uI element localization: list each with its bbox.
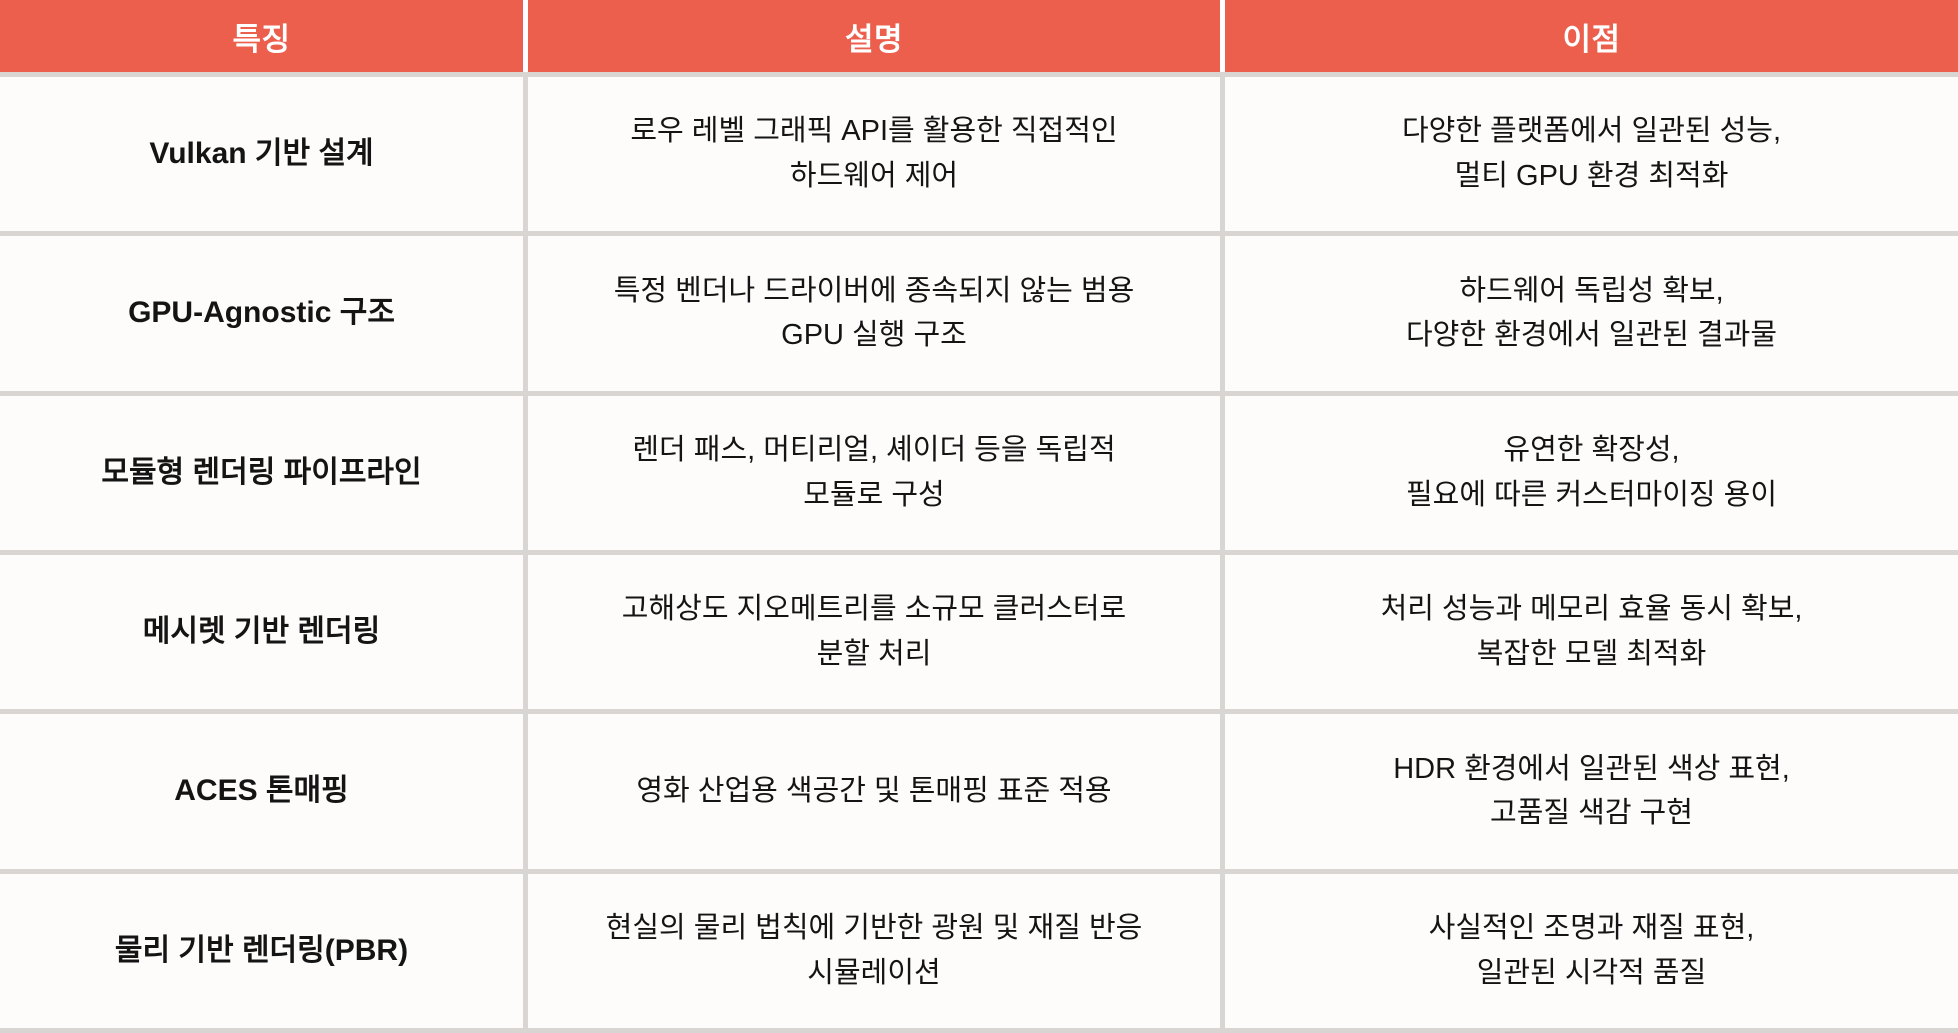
cell-description: 고해상도 지오메트리를 소규모 클러스터로 분할 처리 (528, 554, 1225, 710)
cell-description: 영화 산업용 색공간 및 톤매핑 표준 적용 (528, 714, 1225, 869)
cell-benefit: HDR 환경에서 일관된 색상 표현, 고품질 색감 구현 (1393, 752, 1790, 830)
cell-description: 렌더 패스, 머티리얼, 셰이더 등을 독립적 모듈로 구성 (528, 395, 1225, 550)
cell-description: 로우 레벨 그래픽 API를 활용한 직접적인 하드웨어 제어 (528, 77, 1225, 232)
cell-description: 특정 벤더나 드라이버에 종속되지 않는 범용 GPU 실행 구조 (528, 236, 1225, 391)
table-row: 메시렛 기반 렌더링 고해상도 지오메트리를 소규모 클러스터로 분할 처리 처… (0, 554, 1958, 715)
table-row: 물리 기반 렌더링(PBR) 현실의 물리 법칙에 기반한 광원 및 재질 반응… (0, 873, 1958, 1033)
header-cell-description: 설명 (528, 0, 1225, 72)
cell-feature: Vulkan 기반 설계 (0, 77, 528, 232)
cell-benefit: 하드웨어 독립성 확보, 다양한 환경에서 일관된 결과물 (1405, 274, 1777, 352)
table-row: GPU-Agnostic 구조 특정 벤더나 드라이버에 종속되지 않는 범용 … (0, 236, 1958, 396)
table-row: 모듈형 렌더링 파이프라인 렌더 패스, 머티리얼, 셰이더 등을 독립적 모듈… (0, 395, 1958, 555)
cell-description: 현실의 물리 법칙에 기반한 광원 및 재질 반응 시뮬레이션 (528, 873, 1225, 1028)
table-row: ACES 톤매핑 영화 산업용 색공간 및 톤매핑 표준 적용 HDR 환경에서… (0, 714, 1958, 874)
cell-feature: 메시렛 기반 렌더링 (0, 554, 528, 710)
cell-feature: ACES 톤매핑 (0, 714, 528, 869)
header-cell-benefit: 이점 (1562, 21, 1621, 57)
cell-feature: 물리 기반 렌더링(PBR) (0, 873, 528, 1028)
cell-feature: GPU-Agnostic 구조 (0, 236, 528, 391)
cell-feature: 모듈형 렌더링 파이프라인 (0, 395, 528, 550)
header-cell-feature: 특징 (0, 0, 528, 72)
cell-benefit: 유연한 확장성, 필요에 따른 커스터마이징 용이 (1405, 433, 1777, 511)
table-row: Vulkan 기반 설계 로우 레벨 그래픽 API를 활용한 직접적인 하드웨… (0, 77, 1958, 237)
cell-benefit: 사실적인 조명과 재질 표현, 일관된 시각적 품질 (1428, 911, 1755, 989)
table-header-row: 특징 설명 이점 (0, 0, 1958, 77)
cell-benefit: 다양한 플랫폼에서 일관된 성능, 멀티 GPU 환경 최적화 (1401, 115, 1782, 193)
cell-benefit: 처리 성능과 메모리 효율 동시 확보, 복잡한 모델 최적화 (1380, 593, 1803, 671)
